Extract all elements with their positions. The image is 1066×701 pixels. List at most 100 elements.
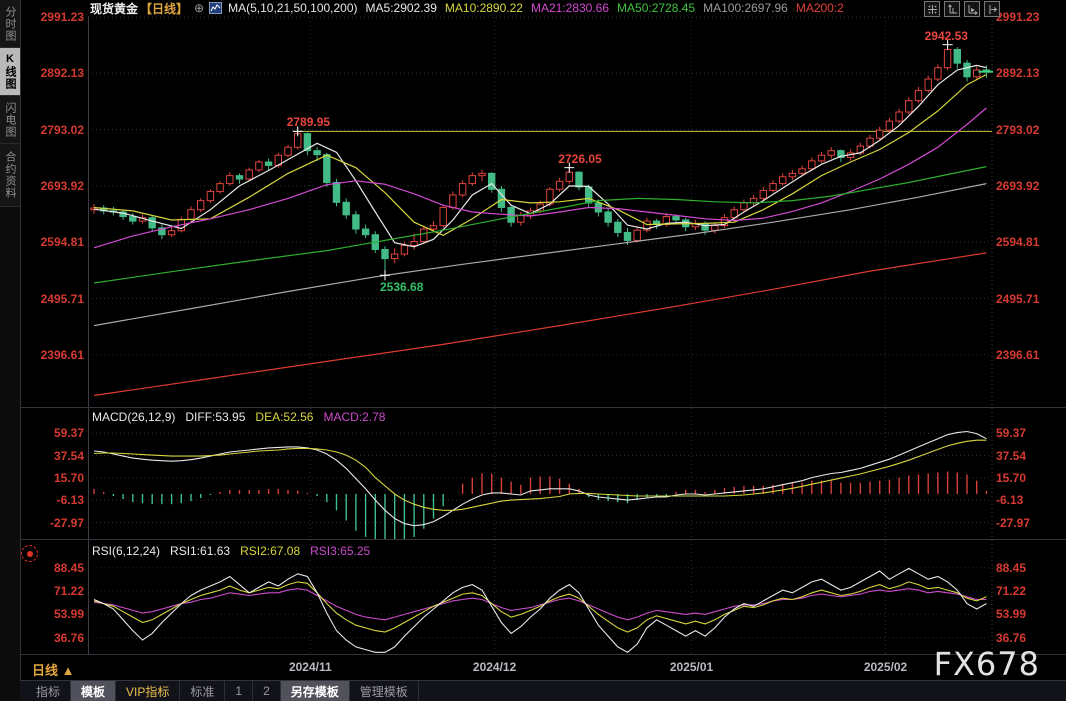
y-axis-label: -6.13: [56, 493, 84, 508]
price-annotation: 2536.68: [380, 280, 424, 295]
y-axis-label: 2991.23: [996, 10, 1040, 24]
y-axis-label: 59.37: [53, 426, 84, 441]
candlestick-plot[interactable]: [88, 16, 993, 408]
y-axis-label: 2693.92: [40, 178, 84, 193]
sidebar-tab-3[interactable]: 闪电图: [0, 96, 20, 144]
rsi-panel-title: RSI(6,12,24) RSI1:61.63 RSI2:67.08 RSI3:65.…: [92, 544, 380, 558]
macd-macd-value: MACD:2.78: [323, 410, 386, 424]
y-axis-label: 88.45: [53, 560, 84, 575]
y-axis-label: 36.76: [53, 630, 84, 645]
ma200-line: [93, 252, 987, 397]
y-axis-label: 53.99: [996, 607, 1027, 622]
dea-line: [93, 439, 987, 511]
price-annotation: 2789.95: [286, 115, 331, 130]
period-label: 日线: [32, 663, 59, 678]
price-annotation: 2726.05: [558, 151, 602, 166]
y-axis-label: 71.22: [996, 584, 1027, 599]
ma-value-3: MA21:2830.66: [530, 1, 610, 15]
sidebar-tab-4[interactable]: 合约资料: [0, 144, 20, 207]
ma10-line: [93, 73, 987, 236]
y-axis-label: 2892.13: [40, 66, 84, 81]
macd-title: MACD(26,12,9): [92, 410, 176, 424]
toolbar-item-6[interactable]: 2: [253, 681, 281, 701]
circle-plus-icon[interactable]: ⊕: [194, 1, 205, 15]
y-axis-label: -27.97: [996, 515, 1031, 530]
x-axis-scale-icon[interactable]: [964, 1, 980, 17]
panel-separator: [20, 407, 1066, 408]
left-sidebar: 分时图 K线图 闪电图 合约资料: [0, 0, 21, 701]
y-axis-label: 53.99: [53, 607, 84, 622]
chart-type-icon[interactable]: [209, 2, 223, 14]
y-axis-label: -27.97: [49, 515, 84, 530]
y-axis-label: 2495.71: [996, 291, 1040, 306]
y-axis-label: 37.54: [53, 448, 84, 463]
y-axis-label: 37.54: [996, 448, 1027, 463]
y-axis-label: -6.13: [996, 493, 1024, 508]
triangle-up-icon: ▲: [61, 663, 75, 678]
macd-panel-title: MACD(26,12,9) DIFF:53.95 DEA:52.56 MACD:2.7…: [92, 410, 395, 424]
y-axis-scale-icon[interactable]: [944, 1, 960, 17]
ma50-line: [93, 166, 987, 284]
y-axis-label: 2892.13: [996, 66, 1040, 81]
rsi-indicator-icon[interactable]: [21, 545, 38, 562]
ma-values: MA5:2902.39 MA10:2890.22 MA21:2830.66 MA50:…: [358, 1, 844, 15]
toolbar-item-3[interactable]: VIP指标: [116, 681, 181, 701]
y-axis-label: 2594.81: [40, 235, 84, 250]
y-axis-label: 2594.81: [996, 235, 1040, 250]
rsi-plot[interactable]: [88, 540, 993, 655]
y-axis-label: 59.37: [996, 426, 1027, 441]
rsi1-value: RSI1:61.63: [170, 544, 231, 558]
rsi2-line: [93, 581, 987, 633]
ma-value-2: MA10:2890.22: [444, 1, 523, 15]
ma-value-1: MA5:2902.39: [365, 1, 437, 15]
rsi3-line: [93, 588, 987, 621]
y-axis-label: 88.45: [996, 560, 1027, 575]
y-axis-label: 15.70: [53, 470, 84, 485]
sidebar-tab-2[interactable]: K线图: [0, 48, 20, 96]
y-axis-label: 36.76: [996, 630, 1027, 645]
chart-toolbar-icons: [924, 1, 1000, 17]
diff-line: [93, 430, 987, 527]
rsi3-value: RSI3:65.25: [310, 544, 371, 558]
macd-diff-value: DIFF:53.95: [185, 410, 246, 424]
symbol-name: 现货黄金: [90, 1, 139, 16]
period-selector[interactable]: 日线 ▲: [32, 660, 75, 679]
y-axis-label: 2793.02: [40, 122, 84, 137]
ma-group-label: MA(5,10,21,50,100,200): [228, 1, 358, 15]
toolbar-item-7[interactable]: 另存模板: [280, 681, 350, 701]
toolbar-item-2[interactable]: 模板: [71, 681, 117, 701]
price-annotation: 2942.53: [924, 28, 968, 43]
y-axis-label: 2991.23: [40, 10, 84, 24]
y-axis-label: 71.22: [53, 584, 84, 599]
ma21-line: [93, 107, 987, 249]
macd-plot[interactable]: [88, 408, 993, 540]
rsi2-value: RSI2:67.08: [240, 544, 301, 558]
y-axis-label: 2396.61: [40, 347, 84, 362]
y-axis-label: 15.70: [996, 470, 1027, 485]
y-axis-label: 2396.61: [996, 347, 1040, 362]
ma-value-4: MA50:2728.45: [617, 1, 696, 15]
sidebar-tab-1[interactable]: 分时图: [0, 0, 20, 48]
x-axis-strip: 日线 ▲: [20, 655, 1066, 680]
ma-value-6: MA200:2: [795, 1, 844, 15]
toolbar-item-5[interactable]: 1: [225, 681, 254, 701]
toolbar-item-1[interactable]: 指标: [26, 681, 72, 701]
x-axis-date: 2024/11: [288, 660, 332, 674]
watermark: FX678: [933, 645, 1040, 683]
rsi1-line: [93, 567, 987, 653]
x-axis-date: 2024/12: [472, 660, 517, 674]
y-axis-label: 2693.92: [996, 178, 1040, 193]
ma-value-5: MA100:2697.96: [703, 1, 788, 15]
toolbar-item-8[interactable]: 管理模板: [350, 681, 419, 701]
bottom-toolbar: 指标 模板 VIP指标 标准 1 2 另存模板 管理模板: [20, 680, 1066, 701]
pan-chart-icon[interactable]: [924, 1, 940, 17]
ma100-line: [93, 183, 987, 327]
panel-separator: [20, 654, 1066, 655]
ma5-line: [93, 64, 987, 248]
chart-header: 现货黄金 【日线】 ⊕ MA(5,10,21,50,100,200) MA5:2…: [20, 0, 1066, 16]
macd-histogram: [93, 471, 988, 539]
toolbar-item-4[interactable]: 标准: [180, 681, 226, 701]
rsi-title: RSI(6,12,24): [92, 544, 161, 558]
period-tag[interactable]: 【日线】: [140, 1, 189, 16]
shift-chart-icon[interactable]: [984, 1, 1000, 17]
